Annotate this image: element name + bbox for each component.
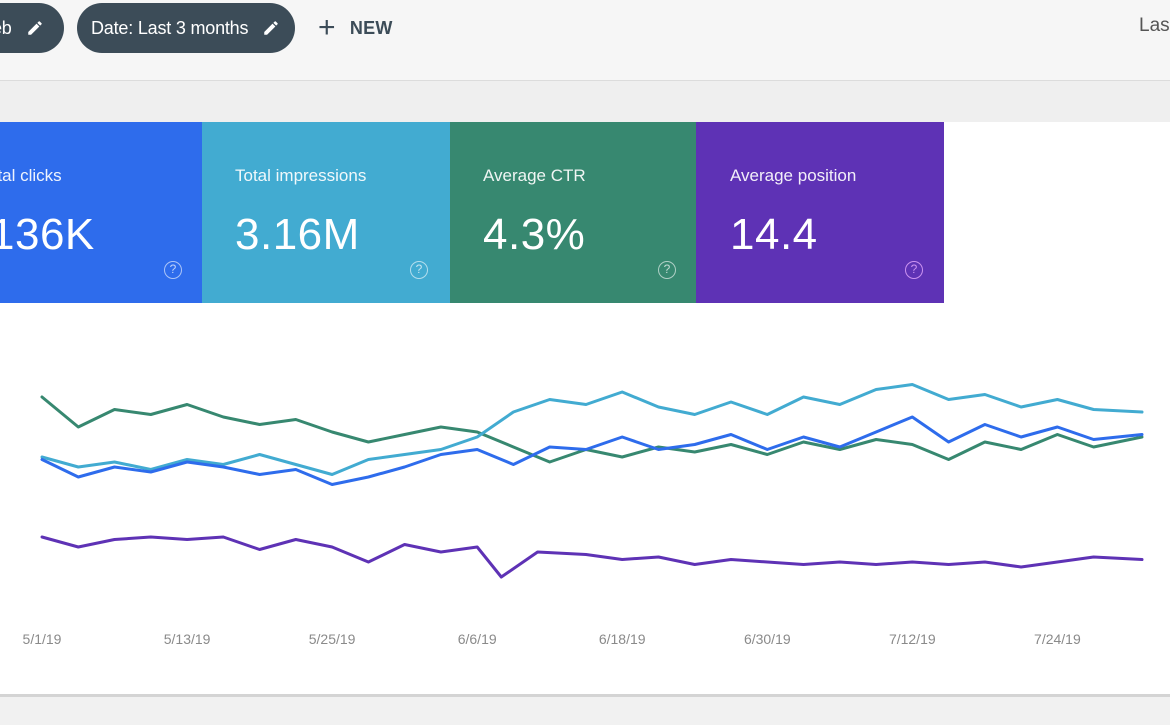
x-tick-label: 7/12/19	[889, 631, 936, 647]
help-icon[interactable]: ?	[905, 261, 923, 279]
search-type-chip-label: eb	[0, 17, 12, 38]
metric-value: 14.4	[730, 210, 818, 259]
metric-label: otal clicks	[0, 166, 62, 185]
new-filter-button[interactable]: + NEW	[318, 3, 393, 53]
metric-value: 3.16M	[235, 210, 360, 259]
last-updated-text: Las	[1139, 15, 1170, 36]
metric-card-total-impressions[interactable]: Total impressions 3.16M ?	[202, 122, 450, 303]
help-icon[interactable]: ?	[658, 261, 676, 279]
spacer-band	[0, 81, 1170, 123]
filter-bar: eb Date: Last 3 months + NEW Las	[0, 0, 1170, 81]
new-filter-label: NEW	[349, 17, 393, 38]
plus-icon: +	[318, 11, 336, 44]
edit-pencil-icon[interactable]	[26, 19, 44, 37]
series-line-clicks	[40, 415, 1144, 486]
metric-card-total-clicks[interactable]: otal clicks 136K ?	[0, 122, 202, 303]
x-tick-label: 5/25/19	[309, 631, 356, 647]
x-tick-label: 6/6/19	[458, 631, 497, 647]
performance-panel: otal clicks 136K ? Total impressions 3.1…	[0, 122, 1170, 697]
series-line-position	[40, 535, 1144, 579]
x-tick-label: 7/24/19	[1034, 631, 1081, 647]
metric-card-average-position[interactable]: Average position 14.4 ?	[696, 122, 944, 303]
metric-value: 136K	[0, 210, 95, 259]
search-type-filter-chip[interactable]: eb	[0, 3, 64, 53]
metric-label: Average position	[730, 166, 857, 185]
performance-line-chart[interactable]: 5/1/19 5/13/19 5/25/19 6/6/19 6/18/19 6/30/19…	[0, 322, 1170, 662]
help-icon[interactable]: ?	[410, 261, 428, 279]
x-tick-label: 5/1/19	[23, 631, 62, 647]
x-tick-label: 6/18/19	[599, 631, 646, 647]
help-icon[interactable]: ?	[164, 261, 182, 279]
x-tick-label: 6/30/19	[744, 631, 791, 647]
metric-label: Average CTR	[483, 166, 586, 185]
metric-value: 4.3%	[483, 210, 586, 259]
metric-label: Total impressions	[235, 166, 367, 185]
date-chip-label: Date: Last 3 months	[91, 17, 249, 38]
series-line-impressions	[40, 383, 1144, 476]
metric-card-average-ctr[interactable]: Average CTR 4.3% ?	[450, 122, 696, 303]
edit-pencil-icon[interactable]	[262, 19, 280, 37]
date-filter-chip[interactable]: Date: Last 3 months	[77, 3, 295, 53]
x-tick-label: 5/13/19	[164, 631, 211, 647]
